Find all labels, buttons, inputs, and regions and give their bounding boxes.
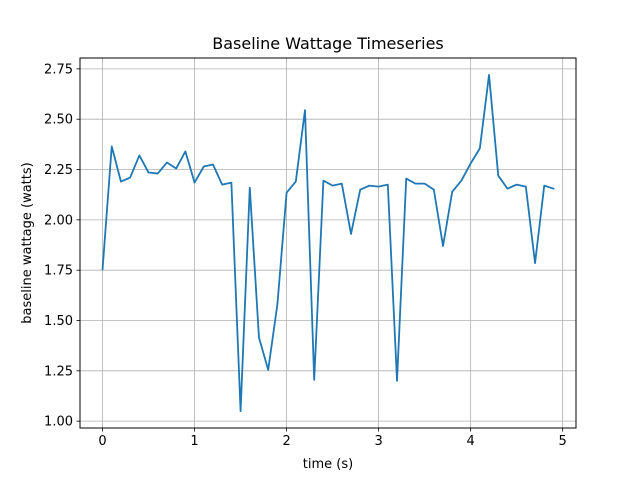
- y-tick-label: 1.25: [44, 364, 73, 379]
- series-line: [101, 74, 555, 412]
- y-tick-label: 2.25: [44, 163, 73, 178]
- grid: [80, 58, 576, 428]
- y-tick-label: 1.75: [44, 264, 73, 279]
- x-tick-label: 1: [190, 434, 198, 449]
- y-axis-label: baseline wattage (watts): [20, 162, 35, 323]
- x-tick-label: 0: [98, 434, 106, 449]
- y-tick-label: 1.00: [44, 415, 73, 430]
- x-axis-label: time (s): [303, 457, 353, 472]
- y-tick-label: 2.00: [44, 213, 73, 228]
- ticks: 0 1 2 3 4 5 1.00 1.25 1.50 1.75 2.00 2.25 2.50 2.75: [44, 62, 567, 449]
- x-tick-label: 4: [466, 434, 474, 449]
- series-layer: [101, 74, 555, 412]
- y-tick-label: 2.50: [44, 113, 73, 128]
- x-tick-label: 2: [282, 434, 290, 449]
- plot-area-frame: [79, 57, 577, 429]
- chart-title: Baseline Wattage Timeseries: [212, 34, 444, 53]
- y-tick-label: 1.50: [44, 314, 73, 329]
- x-tick-label: 3: [374, 434, 382, 449]
- x-tick-label: 5: [559, 434, 567, 449]
- y-tick-label: 2.75: [44, 62, 73, 77]
